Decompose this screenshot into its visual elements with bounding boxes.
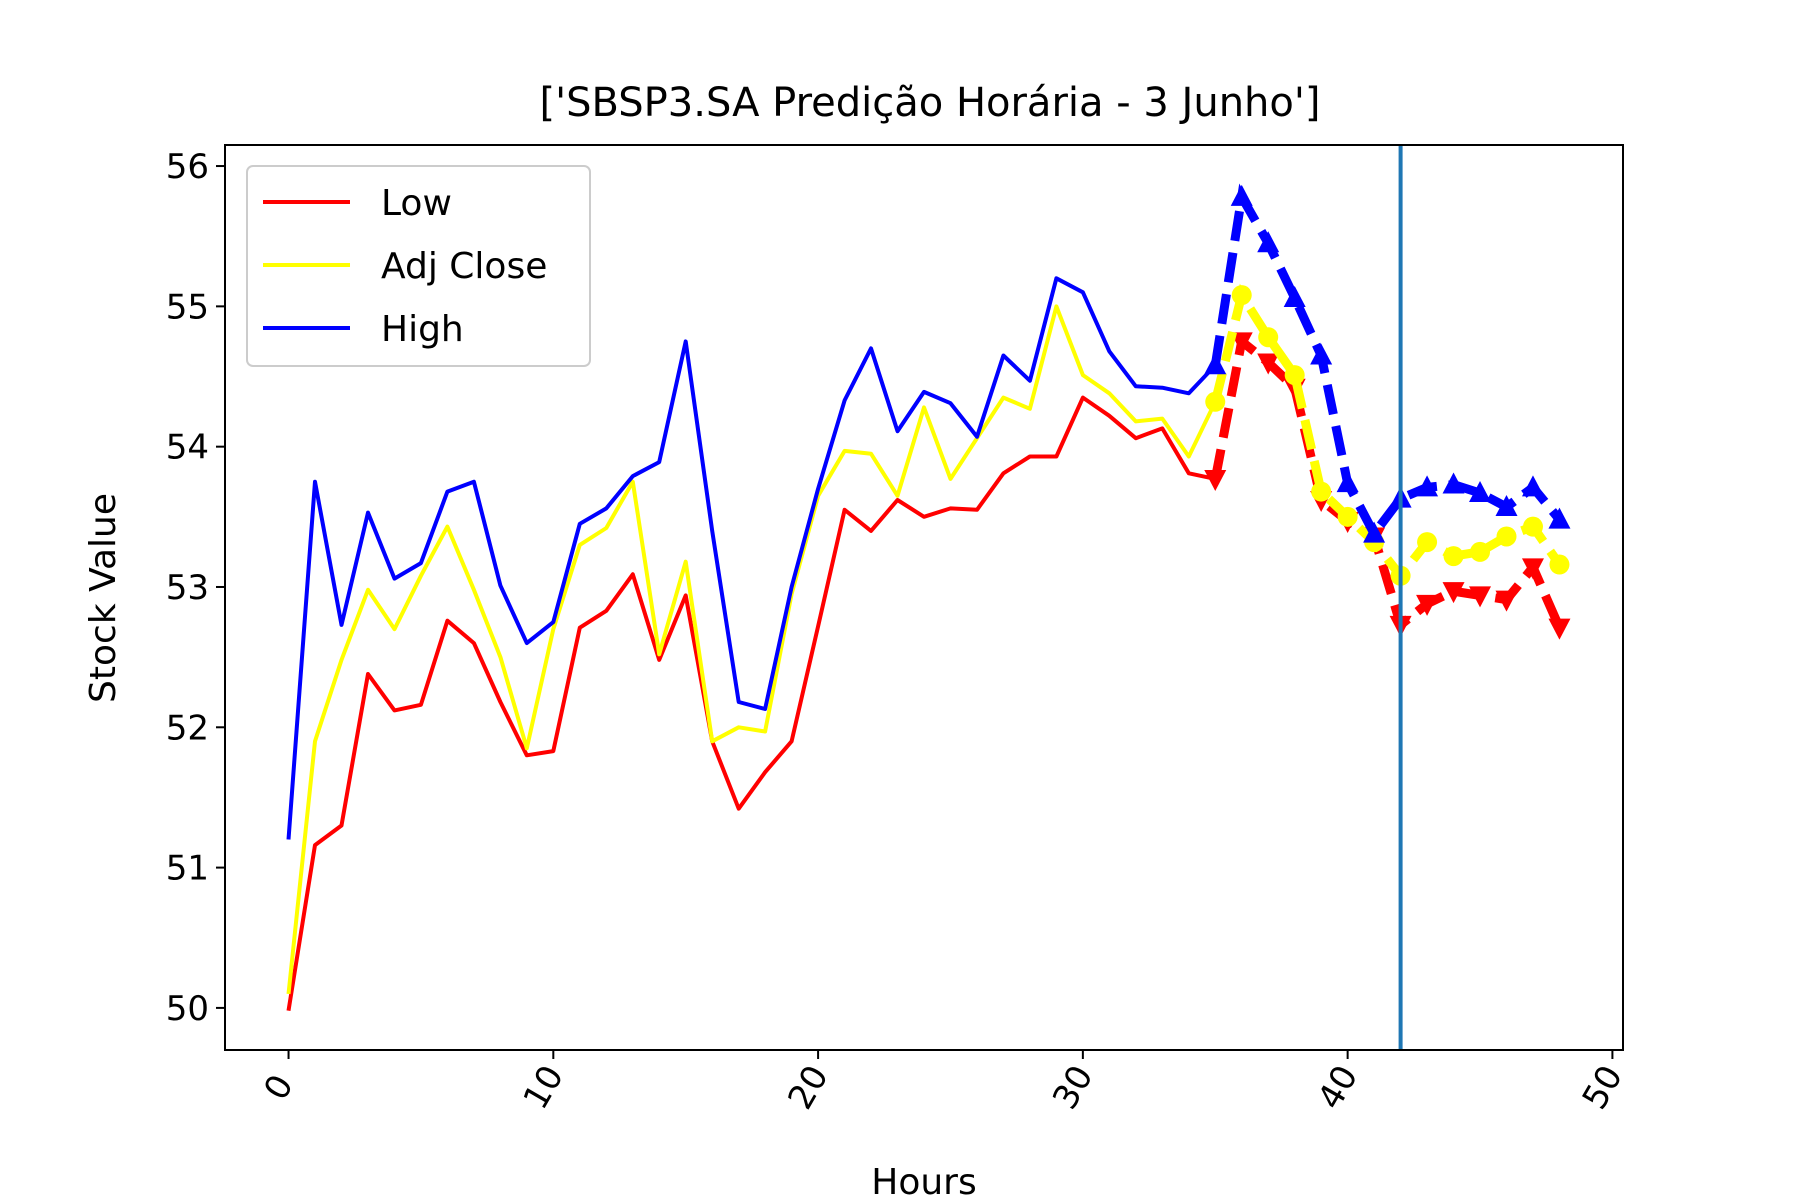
prediction-marker-2-2 (1257, 231, 1280, 253)
prediction-marker-0-1 (1230, 332, 1253, 354)
prediction-marker-0-9 (1442, 582, 1465, 604)
y-tick-label-2: 52 (166, 708, 209, 748)
chart-title: ['SBSP3.SA Predição Horária - 3 Junho'] (540, 80, 1321, 126)
prediction-marker-1-13 (1549, 554, 1570, 575)
prediction-marker-0-13 (1548, 618, 1571, 640)
y-axis-label: Stock Value (83, 493, 124, 703)
prediction-marker-2-0 (1204, 353, 1227, 375)
legend: Low Adj Close High (246, 165, 591, 367)
prediction-marker-0-11 (1495, 590, 1518, 612)
prediction-marker-2-5 (1336, 471, 1359, 493)
x-axis-label: Hours (871, 1162, 976, 1200)
prediction-marker-2-1 (1230, 184, 1253, 206)
legend-label-2: High (381, 309, 464, 350)
prediction-marker-2-11 (1495, 495, 1518, 516)
prediction-marker-0-12 (1521, 558, 1544, 580)
prediction-marker-1-3 (1284, 365, 1305, 386)
series-line-1 (286, 304, 1218, 995)
prediction-marker-0-0 (1204, 469, 1227, 491)
prediction-marker-1-11 (1496, 526, 1517, 547)
prediction-marker-1-10 (1470, 541, 1491, 562)
prediction-marker-1-4 (1311, 481, 1332, 502)
y-tick-label-1: 51 (166, 849, 209, 889)
prediction-marker-0-8 (1416, 594, 1439, 616)
prediction-marker-1-0 (1205, 391, 1226, 412)
legend-label-1: Adj Close (381, 246, 547, 287)
prediction-marker-2-8 (1416, 475, 1439, 497)
prediction-marker-1-9 (1443, 546, 1464, 567)
legend-label-0: Low (381, 183, 452, 224)
prediction-marker-2-12 (1521, 475, 1544, 497)
prediction-marker-2-13 (1548, 507, 1571, 529)
prediction-marker-2-10 (1469, 480, 1492, 502)
prediction-marker-0-10 (1469, 586, 1492, 608)
prediction-marker-1-8 (1417, 532, 1438, 553)
y-tick-label-6: 56 (166, 147, 209, 187)
series-line-2 (286, 276, 1217, 840)
y-tick-label-5: 55 (166, 287, 209, 327)
prediction-marker-1-12 (1522, 516, 1543, 537)
plot-frame (224, 144, 1624, 1051)
prediction-marker-2-9 (1442, 472, 1465, 494)
plot-area (224, 144, 1624, 1051)
y-tick-label-4: 54 (166, 428, 209, 468)
y-tick-label-0: 50 (166, 989, 209, 1029)
y-tick-label-3: 53 (166, 568, 209, 608)
prediction-marker-1-2 (1258, 327, 1279, 348)
prediction-marker-1-5 (1337, 506, 1358, 527)
series-line-0 (286, 395, 1216, 1012)
legend-box (246, 165, 591, 367)
prediction-marker-2-6 (1363, 521, 1386, 543)
prediction-marker-2-3 (1283, 285, 1306, 307)
y-axis: 50 51 52 53 54 55 56 (166, 147, 225, 1029)
prediction-marker-1-1 (1231, 285, 1252, 306)
prediction-marker-0-2 (1257, 353, 1280, 375)
plot-lines (286, 145, 1571, 1050)
prediction-marker-2-4 (1310, 343, 1333, 365)
